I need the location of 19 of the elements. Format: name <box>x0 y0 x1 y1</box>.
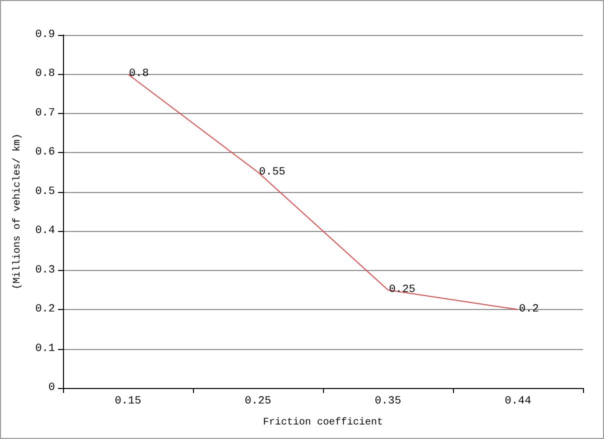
x-tick-label: 0.25 <box>244 396 272 408</box>
data-label: 0.55 <box>259 166 286 178</box>
y-tick-label: 0.1 <box>35 342 56 355</box>
y-tick-label: 0.4 <box>35 225 56 238</box>
y-tick-label: 0.6 <box>35 146 55 159</box>
y-tick-label: 0.9 <box>35 29 55 41</box>
x-axis-title: Friction coefficient <box>262 416 384 428</box>
y-tick-label: 0 <box>48 382 55 394</box>
x-tick-label: 0.15 <box>114 396 142 408</box>
x-tick-label: 0.44 <box>504 396 532 408</box>
data-label: 0.2 <box>519 304 539 316</box>
y-tick-label: 0.7 <box>35 107 55 120</box>
y-tick-label: 0.3 <box>35 264 55 276</box>
y-tick-label: 0.2 <box>35 304 55 316</box>
y-tick-label: 0.5 <box>35 186 55 198</box>
x-tick-label: 0.35 <box>374 396 402 408</box>
y-tick-label: 0.8 <box>35 68 55 80</box>
data-label: 0.8 <box>129 68 149 80</box>
y-axis-title: (Millions of vehicles/ km) <box>12 133 24 290</box>
